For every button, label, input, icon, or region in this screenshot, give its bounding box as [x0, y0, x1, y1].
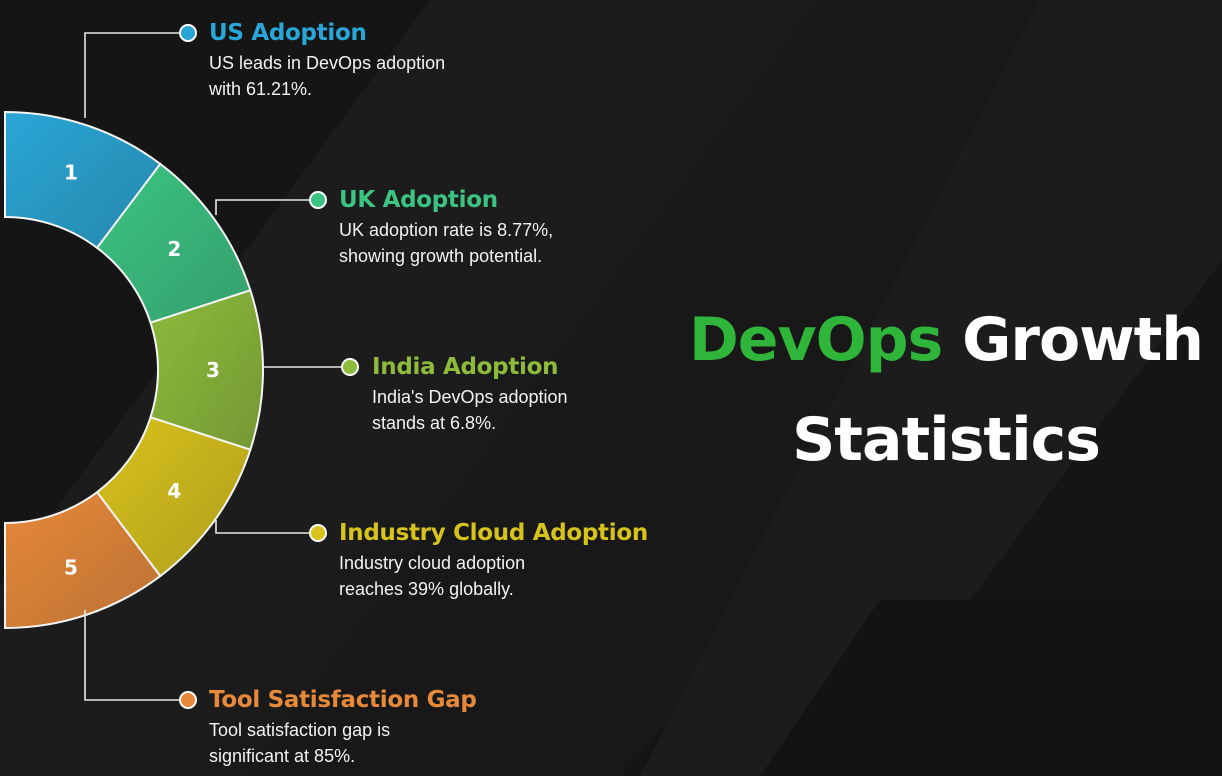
callout-description-line: Industry cloud adoption — [339, 553, 526, 573]
segment-number-2: 2 — [167, 237, 181, 261]
callout-description-line: with 61.21%. — [209, 79, 313, 99]
callout-description-line: significant at 85%. — [209, 746, 356, 766]
segment-number-5: 5 — [64, 555, 78, 579]
callout-description-5: Tool satisfaction gap is significant at 8… — [209, 717, 649, 769]
wheel-segment-5 — [4, 490, 162, 630]
segment-number-1: 1 — [64, 161, 78, 185]
connector-line-4 — [215, 520, 318, 534]
callout-title-2: UK Adoption — [339, 187, 498, 213]
callout-description-3: India's DevOps adoption stands at 6.8%. — [372, 384, 812, 436]
callout-title-4: Industry Cloud Adoption — [339, 520, 648, 546]
callout-description-line: India's DevOps adoption — [372, 387, 568, 407]
segment-number-3: 3 — [206, 358, 220, 382]
callout-dot-4 — [309, 524, 327, 542]
callout-4: Industry Cloud Adoption Industry cloud ad… — [339, 518, 779, 602]
callout-dot-2 — [309, 191, 327, 209]
wheel-segment-3 — [149, 289, 264, 451]
callout-dot-1 — [179, 24, 197, 42]
headline-line2: Statistics — [792, 405, 1101, 475]
segment-number-4: 4 — [167, 479, 181, 503]
callout-1: US Adoption US leads in DevOps adoption wi… — [209, 18, 649, 102]
callout-description-line: stands at 6.8%. — [372, 413, 497, 433]
connector-line-2 — [215, 199, 318, 215]
callout-description-4: Industry cloud adoption reaches 39% globa… — [339, 550, 779, 602]
headline-accent: DevOps — [688, 305, 943, 375]
callout-description-line: showing growth potential. — [339, 246, 543, 266]
callout-description-line: UK adoption rate is 8.77%, — [339, 220, 554, 240]
callout-dot-3 — [341, 358, 359, 376]
callout-description-line: Tool satisfaction gap is — [209, 720, 391, 740]
connector-line-1 — [84, 32, 188, 118]
callout-3: India Adoption India's DevOps adoption sta… — [372, 352, 812, 436]
callout-description-1: US leads in DevOps adoption with 61.21%. — [209, 50, 649, 102]
callout-5: Tool Satisfaction Gap Tool satisfaction g… — [209, 685, 649, 769]
callout-dot-5 — [179, 691, 197, 709]
callout-description-2: UK adoption rate is 8.77%, showing growth… — [339, 217, 779, 269]
headline-rest: Growth — [962, 305, 1204, 375]
callout-title-5: Tool Satisfaction Gap — [209, 687, 477, 713]
callout-title-1: US Adoption — [209, 20, 367, 46]
connector-line-5 — [84, 610, 188, 701]
callout-description-line: US leads in DevOps adoption — [209, 53, 446, 73]
headline: DevOps Growth Statistics — [670, 290, 1222, 490]
callout-description-line: reaches 39% globally. — [339, 579, 514, 599]
callout-2: UK Adoption UK adoption rate is 8.77%, sho… — [339, 185, 779, 269]
callout-title-3: India Adoption — [372, 354, 559, 380]
